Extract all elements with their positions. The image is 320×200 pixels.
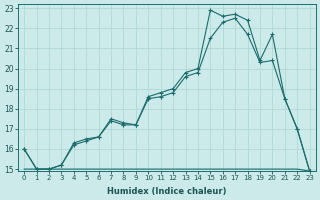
X-axis label: Humidex (Indice chaleur): Humidex (Indice chaleur) <box>107 187 227 196</box>
